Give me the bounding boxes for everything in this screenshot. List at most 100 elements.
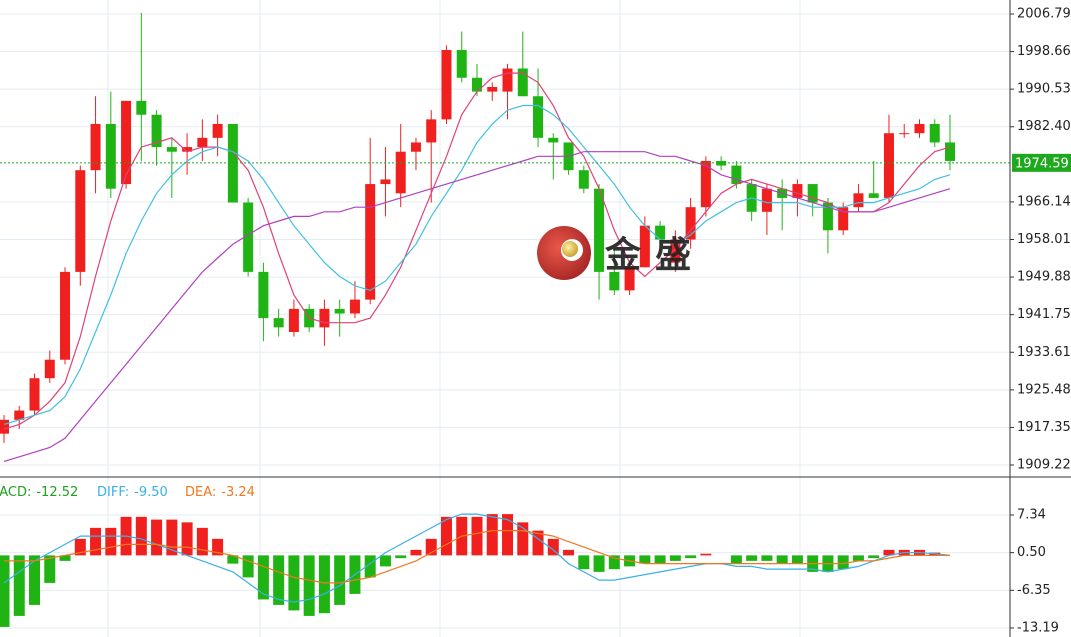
macd-bar	[151, 519, 163, 556]
vertical-grid	[107, 0, 801, 637]
candle-body	[273, 318, 284, 328]
line	[3, 104, 951, 425]
candle-body	[838, 207, 849, 231]
candle-body	[151, 114, 162, 148]
y-tick-label: 0.50	[1017, 545, 1046, 560]
line	[3, 513, 951, 603]
macd-bar	[181, 522, 193, 556]
macd-bar	[746, 555, 758, 561]
candle-body	[685, 207, 696, 240]
macd-bar	[59, 555, 71, 561]
macd-bar	[700, 553, 712, 556]
macd-bar	[486, 514, 498, 556]
y-tick-label: 2006.79	[1017, 7, 1071, 22]
candle-body	[914, 123, 925, 134]
candle-body	[594, 188, 605, 272]
candle-body	[487, 86, 498, 92]
candle-body	[853, 193, 864, 208]
macd-bar	[29, 555, 41, 605]
macd-bar	[578, 555, 590, 570]
macd-bar	[395, 555, 407, 559]
candle-body	[288, 308, 299, 332]
candle-body	[182, 147, 193, 152]
line	[4, 530, 950, 584]
macd-bar	[74, 538, 86, 556]
y-tick-label: 1958.01	[1017, 232, 1071, 247]
y-tick-label: 1941.75	[1017, 307, 1071, 322]
legend-name: DIFF:	[97, 485, 129, 500]
macd-bar	[334, 555, 346, 605]
line	[3, 151, 951, 462]
y-tick-label: 1998.66	[1017, 44, 1071, 59]
watermark: 金盛	[537, 226, 705, 280]
candle-body	[365, 184, 376, 300]
macd-bar	[639, 555, 651, 564]
candle-body	[166, 147, 177, 152]
candle-body	[548, 137, 559, 143]
macd-bar	[852, 555, 864, 561]
candle-body	[90, 123, 101, 171]
candle-body	[945, 142, 955, 161]
line	[3, 72, 951, 430]
macd-bar	[685, 555, 697, 559]
macd-bar	[288, 555, 300, 611]
candle-body	[807, 184, 818, 203]
legend-value: -12.52	[36, 485, 78, 500]
macd-bar	[257, 555, 269, 600]
candle-body	[243, 202, 254, 272]
watermark-text: 金盛	[604, 234, 705, 276]
candle-body	[14, 410, 25, 420]
macd-bar	[379, 555, 391, 567]
macd-bar	[791, 555, 803, 564]
candle-body	[609, 271, 620, 291]
y-tick-label: 1966.14	[1017, 194, 1071, 209]
macd-bar	[105, 527, 117, 556]
y-tick-label: 1917.35	[1017, 420, 1071, 435]
legend-entry: DIFF: -9.50	[97, 485, 168, 500]
candle-body	[670, 239, 681, 263]
candle-body	[624, 267, 635, 291]
macd-bar	[654, 555, 666, 564]
candle-body	[136, 100, 147, 115]
candle-body	[105, 123, 116, 189]
candle-body	[761, 188, 772, 212]
macd-bar	[563, 549, 575, 556]
candle-body	[578, 170, 589, 189]
macd-bar	[303, 555, 315, 616]
candle-body	[655, 225, 666, 240]
macd-bar	[532, 530, 544, 556]
candle-body	[410, 142, 421, 152]
candle-body	[502, 68, 513, 92]
candle-body	[899, 133, 910, 135]
candle-body	[426, 119, 437, 143]
legend-value: -3.24	[221, 485, 255, 500]
candle-body	[792, 184, 803, 198]
candle-body	[395, 151, 406, 194]
macd-bar	[227, 555, 239, 564]
candle-body	[533, 96, 544, 138]
candle-body	[883, 133, 894, 198]
macd-bar	[517, 522, 529, 556]
candle-body	[639, 225, 650, 268]
macd-bar	[242, 555, 254, 578]
y-tick-label: -6.35	[1017, 583, 1051, 598]
macd-bar	[883, 549, 895, 556]
macd-bar	[135, 516, 147, 556]
candle-body	[868, 193, 879, 198]
candle-body	[517, 68, 528, 97]
candle-body	[29, 378, 40, 411]
macd-bar	[166, 519, 178, 556]
y-tick-label: 1909.22	[1017, 458, 1071, 473]
last-price-box	[1012, 153, 1071, 172]
legend-entry: DEA: -3.24	[185, 485, 255, 500]
candle-body	[822, 202, 833, 231]
candle-body	[472, 77, 482, 92]
y-tick-label: -13.19	[1017, 620, 1059, 635]
candle-body	[929, 123, 940, 143]
y-tick-label: 1990.53	[1017, 82, 1071, 97]
legend-name: MACD:	[0, 485, 31, 500]
macd-bar	[669, 555, 681, 561]
candle-body	[731, 165, 742, 185]
plot-layer: 2006.79 1998.66 1990.53 1982.40 1966.14 1958.…	[0, 7, 1071, 635]
